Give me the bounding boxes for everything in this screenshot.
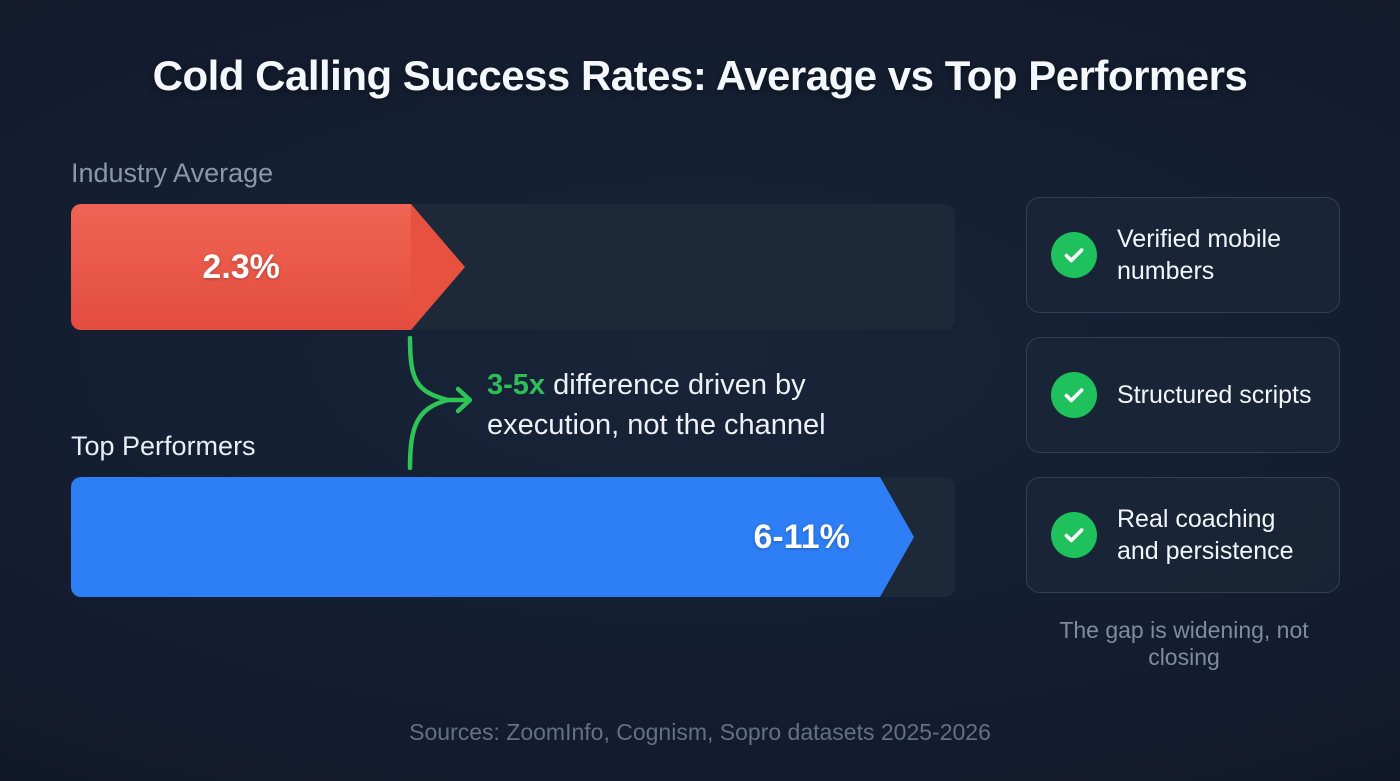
bar-label-top-performers: Top Performers <box>71 431 256 461</box>
bar-top-performers: 6-11% <box>71 477 914 597</box>
check-circle-icon <box>1051 232 1097 278</box>
feature-card-structured-scripts: Structured scripts <box>1026 337 1340 453</box>
feature-card-verified-numbers: Verified mobile numbers <box>1026 197 1340 313</box>
bar-track-top-performers: 6-11% <box>71 477 955 597</box>
annotation-line2: execution, not the channel <box>487 409 826 441</box>
bar-value-industry-average: 2.3% <box>202 247 280 286</box>
bar-track-industry-average: 2.3% <box>71 204 955 330</box>
bar-value-top-performers: 6-11% <box>753 517 850 556</box>
check-circle-icon <box>1051 372 1097 418</box>
annotation-text: 3-5x difference driven by execution, not… <box>487 365 826 445</box>
feature-card-label: Structured scripts <box>1117 381 1312 409</box>
page-title: Cold Calling Success Rates: Average vs T… <box>152 52 1248 99</box>
feature-card-label: Verified mobile numbers <box>1117 225 1281 285</box>
sources-caption: Sources: ZoomInfo, Cognism, Sopro datase… <box>409 719 991 745</box>
bar-industry-average: 2.3% <box>71 204 466 330</box>
annotation-highlight: 3-5x <box>487 369 546 401</box>
check-circle-icon <box>1051 512 1097 558</box>
feature-card-label: Real coaching and persistence <box>1117 505 1294 565</box>
bar-label-industry-average: Industry Average <box>71 158 274 188</box>
annotation-line1: difference driven by <box>545 369 806 401</box>
fork-arrow-icon <box>407 336 473 470</box>
feature-card-real-coaching: Real coaching and persistence <box>1026 477 1340 593</box>
gap-footnote: The gap is widening, not closing <box>1059 617 1309 670</box>
